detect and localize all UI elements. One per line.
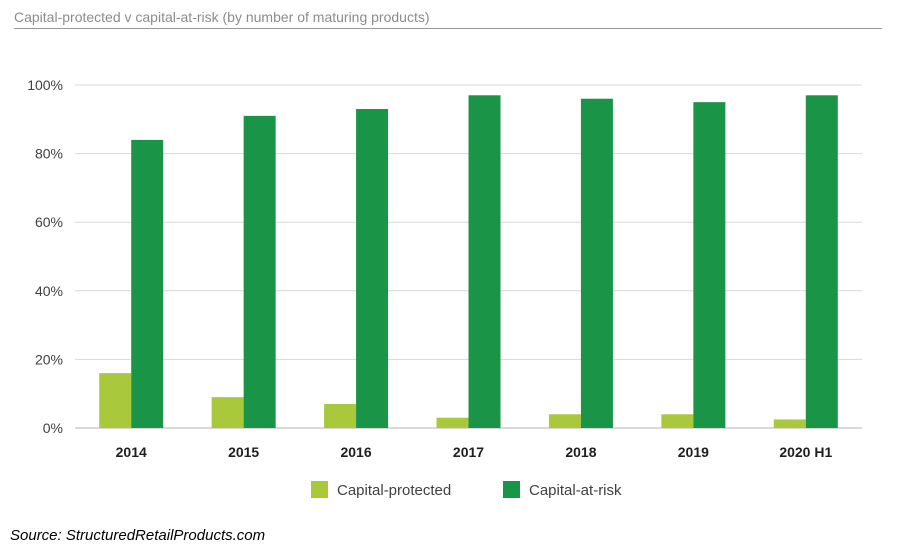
title-divider — [14, 28, 882, 29]
bar-capital-protected — [211, 397, 244, 428]
x-tick-label: 2016 — [340, 444, 371, 460]
bar-capital-at-risk — [356, 109, 389, 428]
legend-swatch-capital-protected — [311, 481, 328, 498]
y-tick-label: 40% — [35, 283, 63, 299]
legend-swatch-capital-at-risk — [503, 481, 520, 498]
bar-capital-at-risk — [131, 139, 164, 428]
bar-capital-protected — [548, 414, 581, 428]
y-tick-label: 100% — [27, 77, 63, 93]
bar-capital-protected — [661, 414, 694, 428]
legend-label-capital-at-risk: Capital-at-risk — [529, 482, 622, 499]
y-tick-label: 80% — [35, 146, 63, 162]
x-tick-label: 2018 — [565, 444, 596, 460]
source-note: Source: StructuredRetailProducts.com — [10, 527, 266, 544]
legend-label-capital-protected: Capital-protected — [337, 482, 451, 499]
x-tick-label: 2020 H1 — [779, 444, 832, 460]
bar-capital-at-risk — [693, 102, 726, 429]
y-tick-label: 20% — [35, 351, 63, 367]
bar-chart: 0%20%40%60%80%100% 2014 2015 2016 2017 2018 2… — [27, 77, 862, 499]
bar-capital-protected — [773, 419, 806, 428]
x-tick-label: 2017 — [453, 444, 484, 460]
chart-title: Capital-protected v capital-at-risk (by … — [14, 9, 430, 25]
bar-capital-protected — [99, 373, 132, 428]
x-tick-label: 2019 — [678, 444, 709, 460]
x-axis-ticks: 2014 2015 2016 2017 2018 2019 2020 H1 — [116, 444, 833, 460]
bar-capital-at-risk — [243, 115, 276, 429]
bar-capital-protected — [324, 403, 357, 428]
y-axis-ticks: 0% 20% 40% 60% 80% 100% — [27, 77, 63, 436]
x-tick-label: 2014 — [116, 444, 147, 460]
legend: Capital-protected Capital-at-risk — [311, 481, 622, 499]
bar-capital-protected — [436, 417, 469, 428]
bars — [99, 95, 838, 429]
x-tick-label: 2015 — [228, 444, 259, 460]
y-tick-label: 0% — [43, 420, 63, 436]
bar-capital-at-risk — [805, 95, 838, 428]
bar-capital-at-risk — [468, 95, 501, 428]
y-tick-label: 60% — [35, 214, 63, 230]
bar-capital-at-risk — [580, 98, 613, 428]
